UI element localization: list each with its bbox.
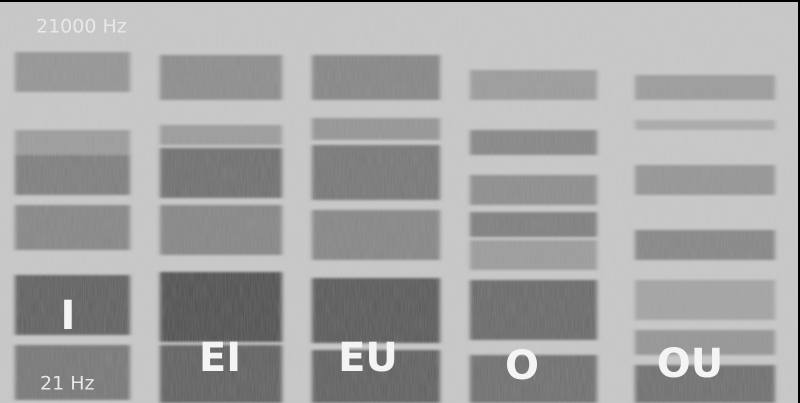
vowel-label: EU — [338, 335, 398, 381]
vowel-label: I — [61, 293, 76, 339]
vowel-label: OU — [657, 341, 723, 387]
vowel-label: O — [505, 343, 539, 389]
bottom-frequency-label: 21 Hz — [40, 373, 95, 395]
vowel-label: EI — [199, 335, 241, 381]
spectrogram: 21000 Hz 21 Hz I EI EU O OU — [0, 0, 800, 403]
top-frequency-label: 21000 Hz — [36, 16, 127, 38]
